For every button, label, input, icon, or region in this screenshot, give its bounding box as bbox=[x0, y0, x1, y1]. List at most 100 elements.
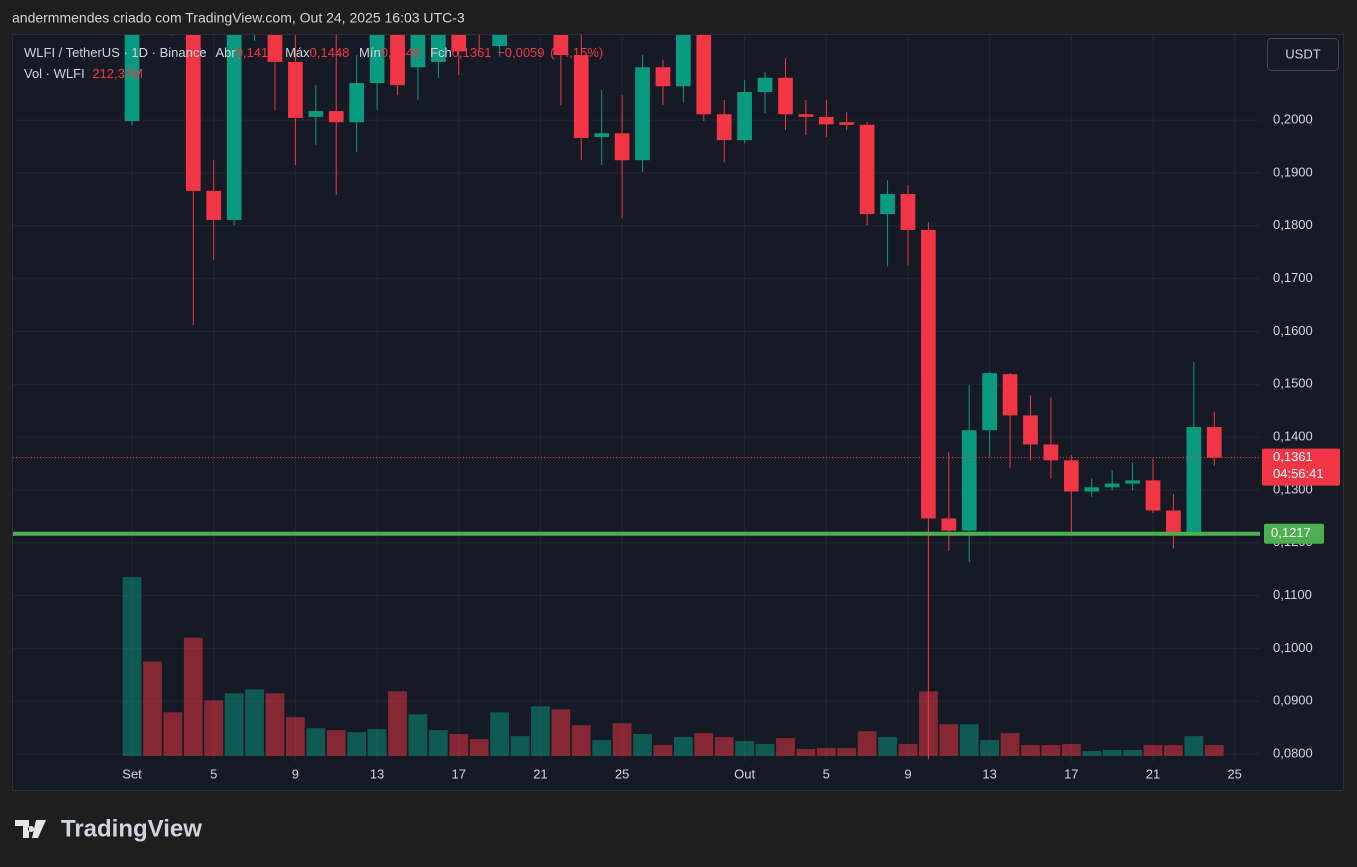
currency-button-label[interactable]: USDT bbox=[1285, 46, 1320, 61]
countdown: 04:56:41 bbox=[1273, 466, 1324, 481]
volume-title: Vol · WLFI bbox=[24, 66, 85, 81]
low-value: 0,1346 bbox=[381, 45, 421, 60]
volume-bar bbox=[755, 744, 775, 756]
logo-text: TradingView bbox=[61, 815, 202, 842]
volume-bar bbox=[612, 723, 632, 756]
volume-bar bbox=[1123, 750, 1142, 756]
candle-body bbox=[696, 35, 712, 115]
horizontal-line-label: 0,1217 bbox=[1271, 525, 1311, 540]
candle-body bbox=[349, 83, 365, 123]
candle-body bbox=[390, 35, 405, 86]
logo: TradingView bbox=[15, 815, 202, 842]
x-tick-label: 5 bbox=[823, 766, 830, 781]
x-tick-label: 21 bbox=[533, 766, 547, 781]
candle-body bbox=[757, 77, 773, 93]
candle-body bbox=[818, 116, 834, 125]
volume-bar bbox=[1143, 745, 1163, 756]
volume-bar bbox=[1082, 751, 1102, 756]
volume-bar bbox=[694, 733, 714, 756]
volume-bar bbox=[551, 709, 571, 756]
candle-body bbox=[1084, 487, 1100, 492]
candle-body bbox=[655, 67, 671, 87]
candle-body bbox=[1063, 460, 1079, 492]
volume-bar bbox=[143, 661, 162, 756]
y-tick-label: 0,0900 bbox=[1273, 693, 1313, 708]
x-tick-label: 5 bbox=[210, 766, 217, 781]
volume-bar bbox=[735, 741, 755, 756]
y-tick-label: 0,1400 bbox=[1273, 429, 1313, 444]
candle-body bbox=[635, 67, 650, 161]
candle-body bbox=[308, 111, 324, 117]
currency-button[interactable] bbox=[1267, 38, 1339, 71]
volume-bar bbox=[510, 736, 530, 756]
logo-mark bbox=[15, 820, 46, 838]
volume-bar bbox=[245, 689, 264, 756]
volume-bar bbox=[571, 725, 591, 756]
candle-body bbox=[430, 35, 446, 62]
x-tick-label: 17 bbox=[452, 766, 466, 781]
volume-bar bbox=[653, 745, 673, 756]
volume-bar bbox=[265, 693, 285, 756]
candle-body bbox=[778, 77, 793, 115]
candle-body bbox=[492, 35, 507, 47]
chart-panel bbox=[12, 34, 1344, 791]
x-tick-label: 9 bbox=[904, 766, 911, 781]
candle-body bbox=[614, 133, 630, 161]
candle-body bbox=[1206, 427, 1222, 458]
candle-body bbox=[880, 194, 895, 215]
volume-bar bbox=[1184, 736, 1204, 756]
candle-body bbox=[1043, 444, 1059, 461]
volume-bar bbox=[714, 737, 734, 756]
y-tick-label: 0,1700 bbox=[1273, 270, 1313, 285]
high-label: Máx bbox=[285, 45, 310, 60]
volume-bar bbox=[490, 712, 509, 756]
change: −0,0059 bbox=[497, 45, 544, 60]
candle-body bbox=[900, 194, 916, 230]
legend: WLFI / TetherUS · 1D · Binance Abr0,1419… bbox=[24, 45, 603, 60]
candle-body bbox=[1145, 480, 1161, 511]
grid: 0,08000,09000,10000,11000,12000,13000,14… bbox=[13, 35, 1313, 781]
y-tick-label: 0,2000 bbox=[1273, 112, 1313, 127]
volume-bar bbox=[776, 738, 795, 756]
candle-body bbox=[716, 114, 732, 141]
candle-body bbox=[267, 35, 283, 62]
candle-body bbox=[553, 35, 569, 56]
volume-bar bbox=[980, 740, 1000, 756]
y-tick-label: 0,1100 bbox=[1273, 587, 1312, 602]
candle-body bbox=[839, 122, 855, 125]
volume-bar bbox=[388, 691, 407, 756]
high-value: 0,1448 bbox=[310, 45, 350, 60]
x-tick-label: 17 bbox=[1064, 766, 1078, 781]
candle-body bbox=[1186, 427, 1202, 533]
volume-bar bbox=[1164, 745, 1183, 756]
candle-body bbox=[1023, 415, 1038, 445]
candle-body bbox=[226, 35, 242, 220]
volume-bar bbox=[306, 728, 326, 756]
volume-bar bbox=[796, 749, 816, 756]
candle-body bbox=[676, 35, 691, 87]
open-label: Abr bbox=[215, 45, 236, 60]
volume-bar bbox=[428, 730, 448, 756]
candle-body bbox=[1002, 374, 1018, 416]
volume-bar bbox=[633, 734, 652, 756]
volume-bar bbox=[347, 732, 367, 756]
volume-bar bbox=[469, 739, 489, 756]
candle-body bbox=[573, 55, 589, 139]
candle-body bbox=[798, 114, 814, 117]
candle-body bbox=[185, 35, 201, 191]
candle-body bbox=[1166, 510, 1181, 533]
volume-bar bbox=[1102, 750, 1122, 756]
volume-bar bbox=[1204, 745, 1224, 756]
volume-bar bbox=[163, 712, 183, 756]
volume-pane bbox=[122, 577, 1224, 756]
x-tick-label: Out bbox=[734, 766, 755, 781]
y-tick-label: 0,1900 bbox=[1273, 164, 1313, 179]
volume-bar bbox=[1021, 745, 1040, 756]
volume-bar bbox=[204, 700, 224, 756]
candle-body bbox=[410, 35, 426, 68]
volume-bar bbox=[224, 693, 244, 756]
volume-bar bbox=[326, 730, 346, 756]
x-tick-label: 21 bbox=[1146, 766, 1160, 781]
